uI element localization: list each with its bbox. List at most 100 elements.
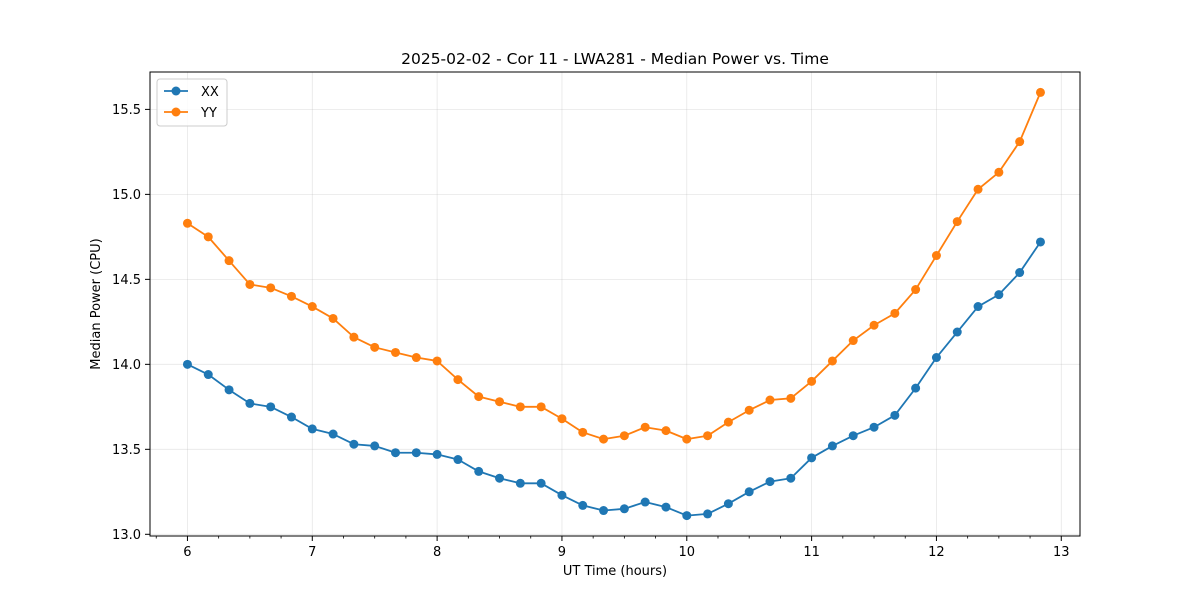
- data-point-xx: [578, 500, 588, 510]
- data-point-yy: [557, 414, 567, 424]
- data-point-yy: [599, 434, 609, 444]
- data-point-xx: [453, 455, 463, 465]
- legend-marker-yy: [171, 107, 181, 117]
- data-point-yy: [286, 291, 296, 301]
- x-tick-label: 11: [803, 545, 820, 560]
- y-tick-label: 13.0: [112, 528, 141, 543]
- series-lines: [182, 87, 1045, 521]
- y-tick-label: 14.0: [112, 358, 141, 373]
- data-point-xx: [911, 383, 921, 393]
- data-point-yy: [474, 392, 484, 402]
- x-tick-label: 9: [558, 545, 566, 560]
- data-point-xx: [703, 509, 713, 519]
- data-point-yy: [224, 256, 234, 266]
- data-point-xx: [890, 410, 900, 420]
- data-point-yy: [890, 308, 900, 318]
- data-point-yy: [682, 434, 692, 444]
- legend-label-xx: XX: [201, 85, 219, 100]
- data-point-xx: [765, 477, 775, 487]
- x-tick-label: 10: [679, 545, 696, 560]
- data-point-xx: [931, 353, 941, 363]
- data-point-xx: [515, 478, 525, 488]
- data-point-xx: [682, 511, 692, 521]
- y-axis-label: Median Power (CPU): [89, 238, 104, 369]
- x-axis-label: UT Time (hours): [563, 564, 667, 579]
- data-point-xx: [557, 490, 567, 500]
- data-point-yy: [703, 431, 713, 441]
- data-point-yy: [619, 431, 629, 441]
- y-tick-label: 15.0: [112, 188, 141, 203]
- data-point-xx: [786, 473, 796, 483]
- axis-ticks: 6 7 8 9 10 11 12 13 13.0 13.5 14.0 14.5 15.0 15.5: [112, 103, 1070, 560]
- data-point-yy: [370, 342, 380, 352]
- data-point-yy: [1035, 87, 1045, 97]
- data-point-yy: [1015, 137, 1025, 147]
- legend-marker-xx: [171, 86, 181, 96]
- data-point-xx: [328, 429, 338, 439]
- legend: XX YY: [156, 78, 228, 127]
- x-tick-label: 13: [1053, 545, 1070, 560]
- data-point-yy: [911, 285, 921, 295]
- data-point-yy: [578, 427, 588, 437]
- x-tick-label: 6: [183, 545, 191, 560]
- data-point-yy: [765, 395, 775, 405]
- plot-frame: [149, 71, 1081, 537]
- data-point-yy: [827, 356, 837, 366]
- data-point-yy: [391, 347, 401, 357]
- data-point-xx: [245, 398, 255, 408]
- data-point-xx: [827, 441, 837, 451]
- data-point-xx: [286, 412, 296, 422]
- data-point-xx: [952, 327, 962, 337]
- chart-title: 2025-02-02 - Cor 11 - LWA281 - Median Po…: [401, 50, 829, 68]
- data-point-xx: [744, 487, 754, 497]
- y-tick-label: 14.5: [112, 273, 141, 288]
- x-tick-label: 8: [433, 545, 441, 560]
- data-point-yy: [723, 417, 733, 427]
- data-point-yy: [661, 426, 671, 436]
- data-point-xx: [1015, 268, 1025, 278]
- y-tick-label: 15.5: [112, 103, 141, 118]
- data-point-xx: [495, 473, 505, 483]
- data-point-yy: [349, 332, 359, 342]
- data-point-xx: [474, 466, 484, 476]
- data-point-yy: [994, 167, 1004, 177]
- data-point-xx: [432, 449, 442, 459]
- data-point-xx: [203, 370, 213, 380]
- legend-label-yy: YY: [200, 106, 217, 121]
- data-point-xx: [661, 502, 671, 512]
- data-point-xx: [411, 448, 421, 458]
- data-point-yy: [432, 356, 442, 366]
- data-point-xx: [723, 499, 733, 509]
- data-point-yy: [266, 283, 276, 293]
- data-point-yy: [848, 336, 858, 346]
- y-tick-label: 13.5: [112, 443, 141, 458]
- grid: [150, 72, 1080, 536]
- data-point-xx: [994, 290, 1004, 300]
- data-point-xx: [182, 359, 192, 369]
- data-point-yy: [307, 302, 317, 312]
- data-point-yy: [973, 184, 983, 194]
- data-point-yy: [328, 313, 338, 323]
- data-point-yy: [203, 232, 213, 242]
- data-point-xx: [848, 431, 858, 441]
- data-point-yy: [515, 402, 525, 412]
- data-point-yy: [245, 279, 255, 289]
- data-point-xx: [640, 497, 650, 507]
- data-point-yy: [786, 393, 796, 403]
- data-point-yy: [182, 218, 192, 228]
- data-point-xx: [869, 422, 879, 432]
- data-point-yy: [495, 397, 505, 407]
- x-tick-label: 7: [308, 545, 316, 560]
- data-point-yy: [640, 422, 650, 432]
- data-point-yy: [536, 402, 546, 412]
- data-point-xx: [224, 385, 234, 395]
- data-point-xx: [619, 504, 629, 514]
- x-tick-label: 12: [928, 545, 945, 560]
- data-point-xx: [536, 478, 546, 488]
- data-point-yy: [807, 376, 817, 386]
- data-point-xx: [599, 506, 609, 516]
- data-point-yy: [869, 320, 879, 330]
- data-point-yy: [453, 375, 463, 385]
- data-point-xx: [973, 302, 983, 312]
